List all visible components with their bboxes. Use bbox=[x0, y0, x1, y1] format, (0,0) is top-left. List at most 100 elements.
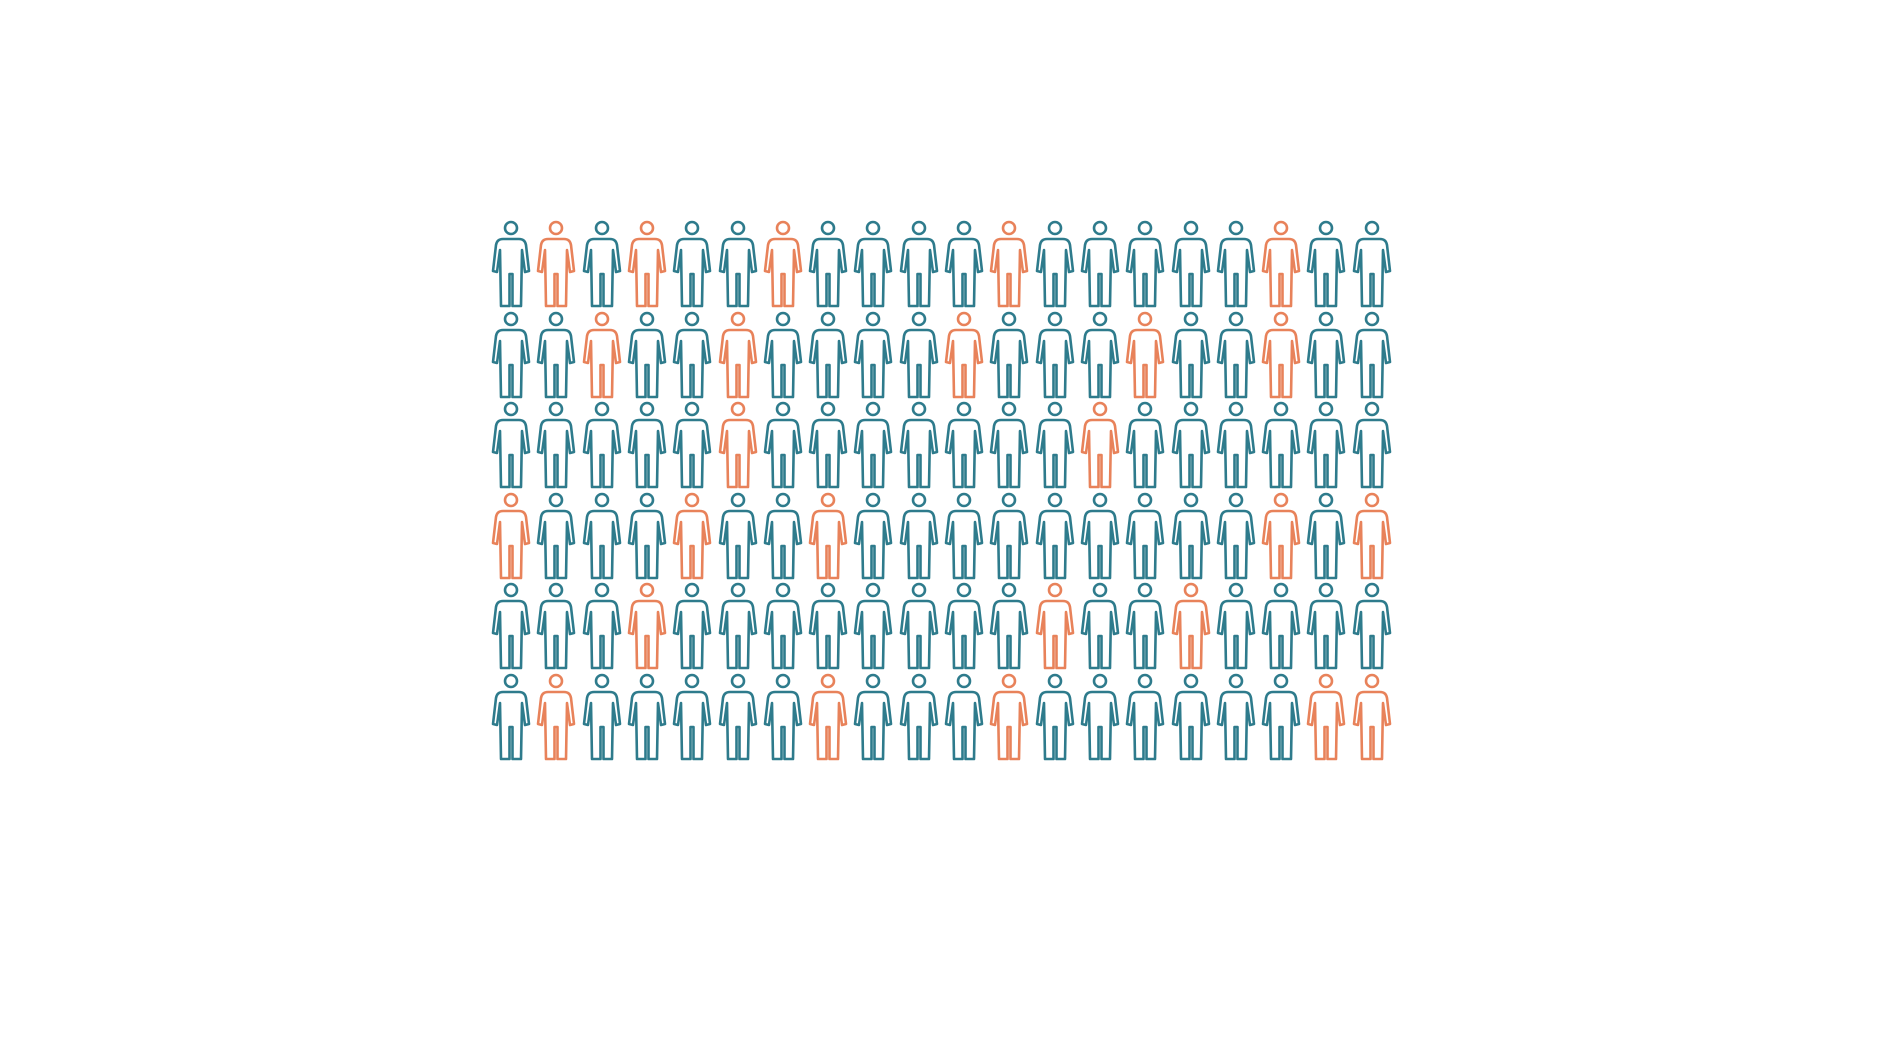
person-icon bbox=[1034, 492, 1076, 580]
person-icon bbox=[490, 582, 532, 670]
person-icon bbox=[852, 673, 894, 761]
person-icon bbox=[1260, 492, 1302, 580]
person-icon bbox=[717, 673, 759, 761]
person-icon bbox=[762, 492, 804, 580]
person-icon bbox=[626, 401, 668, 489]
person-icon bbox=[490, 673, 532, 761]
person-icon bbox=[1124, 673, 1166, 761]
person-icon bbox=[1170, 492, 1212, 580]
person-icon bbox=[1351, 220, 1393, 308]
person-icon bbox=[1215, 582, 1257, 670]
person-icon bbox=[1351, 492, 1393, 580]
person-icon bbox=[1351, 582, 1393, 670]
person-icon bbox=[762, 401, 804, 489]
person-icon bbox=[988, 673, 1030, 761]
person-icon bbox=[807, 492, 849, 580]
person-icon bbox=[671, 401, 713, 489]
person-icon bbox=[1034, 673, 1076, 761]
person-icon bbox=[1305, 311, 1347, 399]
person-icon bbox=[852, 401, 894, 489]
person-icon bbox=[852, 582, 894, 670]
person-icon bbox=[581, 582, 623, 670]
person-icon bbox=[626, 492, 668, 580]
person-icon bbox=[1215, 401, 1257, 489]
person-icon bbox=[1170, 311, 1212, 399]
person-icon bbox=[1215, 492, 1257, 580]
person-icon bbox=[581, 492, 623, 580]
person-icon bbox=[535, 673, 577, 761]
person-icon bbox=[852, 311, 894, 399]
person-icon bbox=[807, 401, 849, 489]
person-icon bbox=[626, 582, 668, 670]
person-icon bbox=[1351, 311, 1393, 399]
person-icon bbox=[807, 311, 849, 399]
person-icon bbox=[943, 311, 985, 399]
person-icon bbox=[581, 401, 623, 489]
person-icon bbox=[943, 582, 985, 670]
person-icon bbox=[988, 582, 1030, 670]
person-icon bbox=[717, 401, 759, 489]
person-icon bbox=[1034, 220, 1076, 308]
person-icon bbox=[1124, 492, 1166, 580]
person-icon bbox=[1351, 673, 1393, 761]
person-icon bbox=[490, 220, 532, 308]
person-icon bbox=[898, 220, 940, 308]
person-icon bbox=[1260, 220, 1302, 308]
person-icon bbox=[1124, 311, 1166, 399]
person-icon bbox=[762, 582, 804, 670]
person-icon bbox=[626, 673, 668, 761]
person-icon bbox=[1124, 401, 1166, 489]
person-icon bbox=[671, 492, 713, 580]
person-icon bbox=[671, 220, 713, 308]
person-icon bbox=[1215, 220, 1257, 308]
person-icon bbox=[581, 220, 623, 308]
person-icon bbox=[898, 582, 940, 670]
person-icon bbox=[1260, 582, 1302, 670]
person-icon bbox=[1215, 673, 1257, 761]
person-icon bbox=[717, 311, 759, 399]
person-icon bbox=[762, 673, 804, 761]
person-icon bbox=[1215, 311, 1257, 399]
person-icon bbox=[1305, 220, 1347, 308]
person-icon bbox=[1079, 220, 1121, 308]
person-icon bbox=[581, 673, 623, 761]
person-icon bbox=[535, 220, 577, 308]
person-icon bbox=[807, 220, 849, 308]
person-icon bbox=[1034, 311, 1076, 399]
person-icon bbox=[1124, 582, 1166, 670]
person-icon bbox=[1170, 582, 1212, 670]
person-icon bbox=[762, 220, 804, 308]
person-icon bbox=[852, 492, 894, 580]
person-icon bbox=[1034, 401, 1076, 489]
person-icon bbox=[1305, 582, 1347, 670]
person-icon bbox=[1079, 673, 1121, 761]
person-icon bbox=[671, 582, 713, 670]
person-icon bbox=[988, 311, 1030, 399]
person-icon bbox=[535, 492, 577, 580]
person-icon bbox=[1305, 492, 1347, 580]
person-icon bbox=[852, 220, 894, 308]
person-icon bbox=[1079, 582, 1121, 670]
person-icon bbox=[943, 492, 985, 580]
person-icon bbox=[717, 220, 759, 308]
person-icon bbox=[1034, 582, 1076, 670]
person-icon bbox=[490, 492, 532, 580]
person-icon bbox=[943, 220, 985, 308]
person-icon bbox=[490, 311, 532, 399]
person-icon bbox=[1170, 220, 1212, 308]
person-icon bbox=[671, 311, 713, 399]
person-icon bbox=[1079, 492, 1121, 580]
person-icon bbox=[898, 492, 940, 580]
person-icon bbox=[898, 311, 940, 399]
person-icon bbox=[988, 401, 1030, 489]
person-icon bbox=[717, 492, 759, 580]
person-icon bbox=[1260, 311, 1302, 399]
person-icon bbox=[581, 311, 623, 399]
person-icon bbox=[535, 401, 577, 489]
person-icon bbox=[807, 673, 849, 761]
person-icon bbox=[898, 401, 940, 489]
person-icon bbox=[943, 401, 985, 489]
person-icon bbox=[943, 673, 985, 761]
person-icon bbox=[988, 492, 1030, 580]
